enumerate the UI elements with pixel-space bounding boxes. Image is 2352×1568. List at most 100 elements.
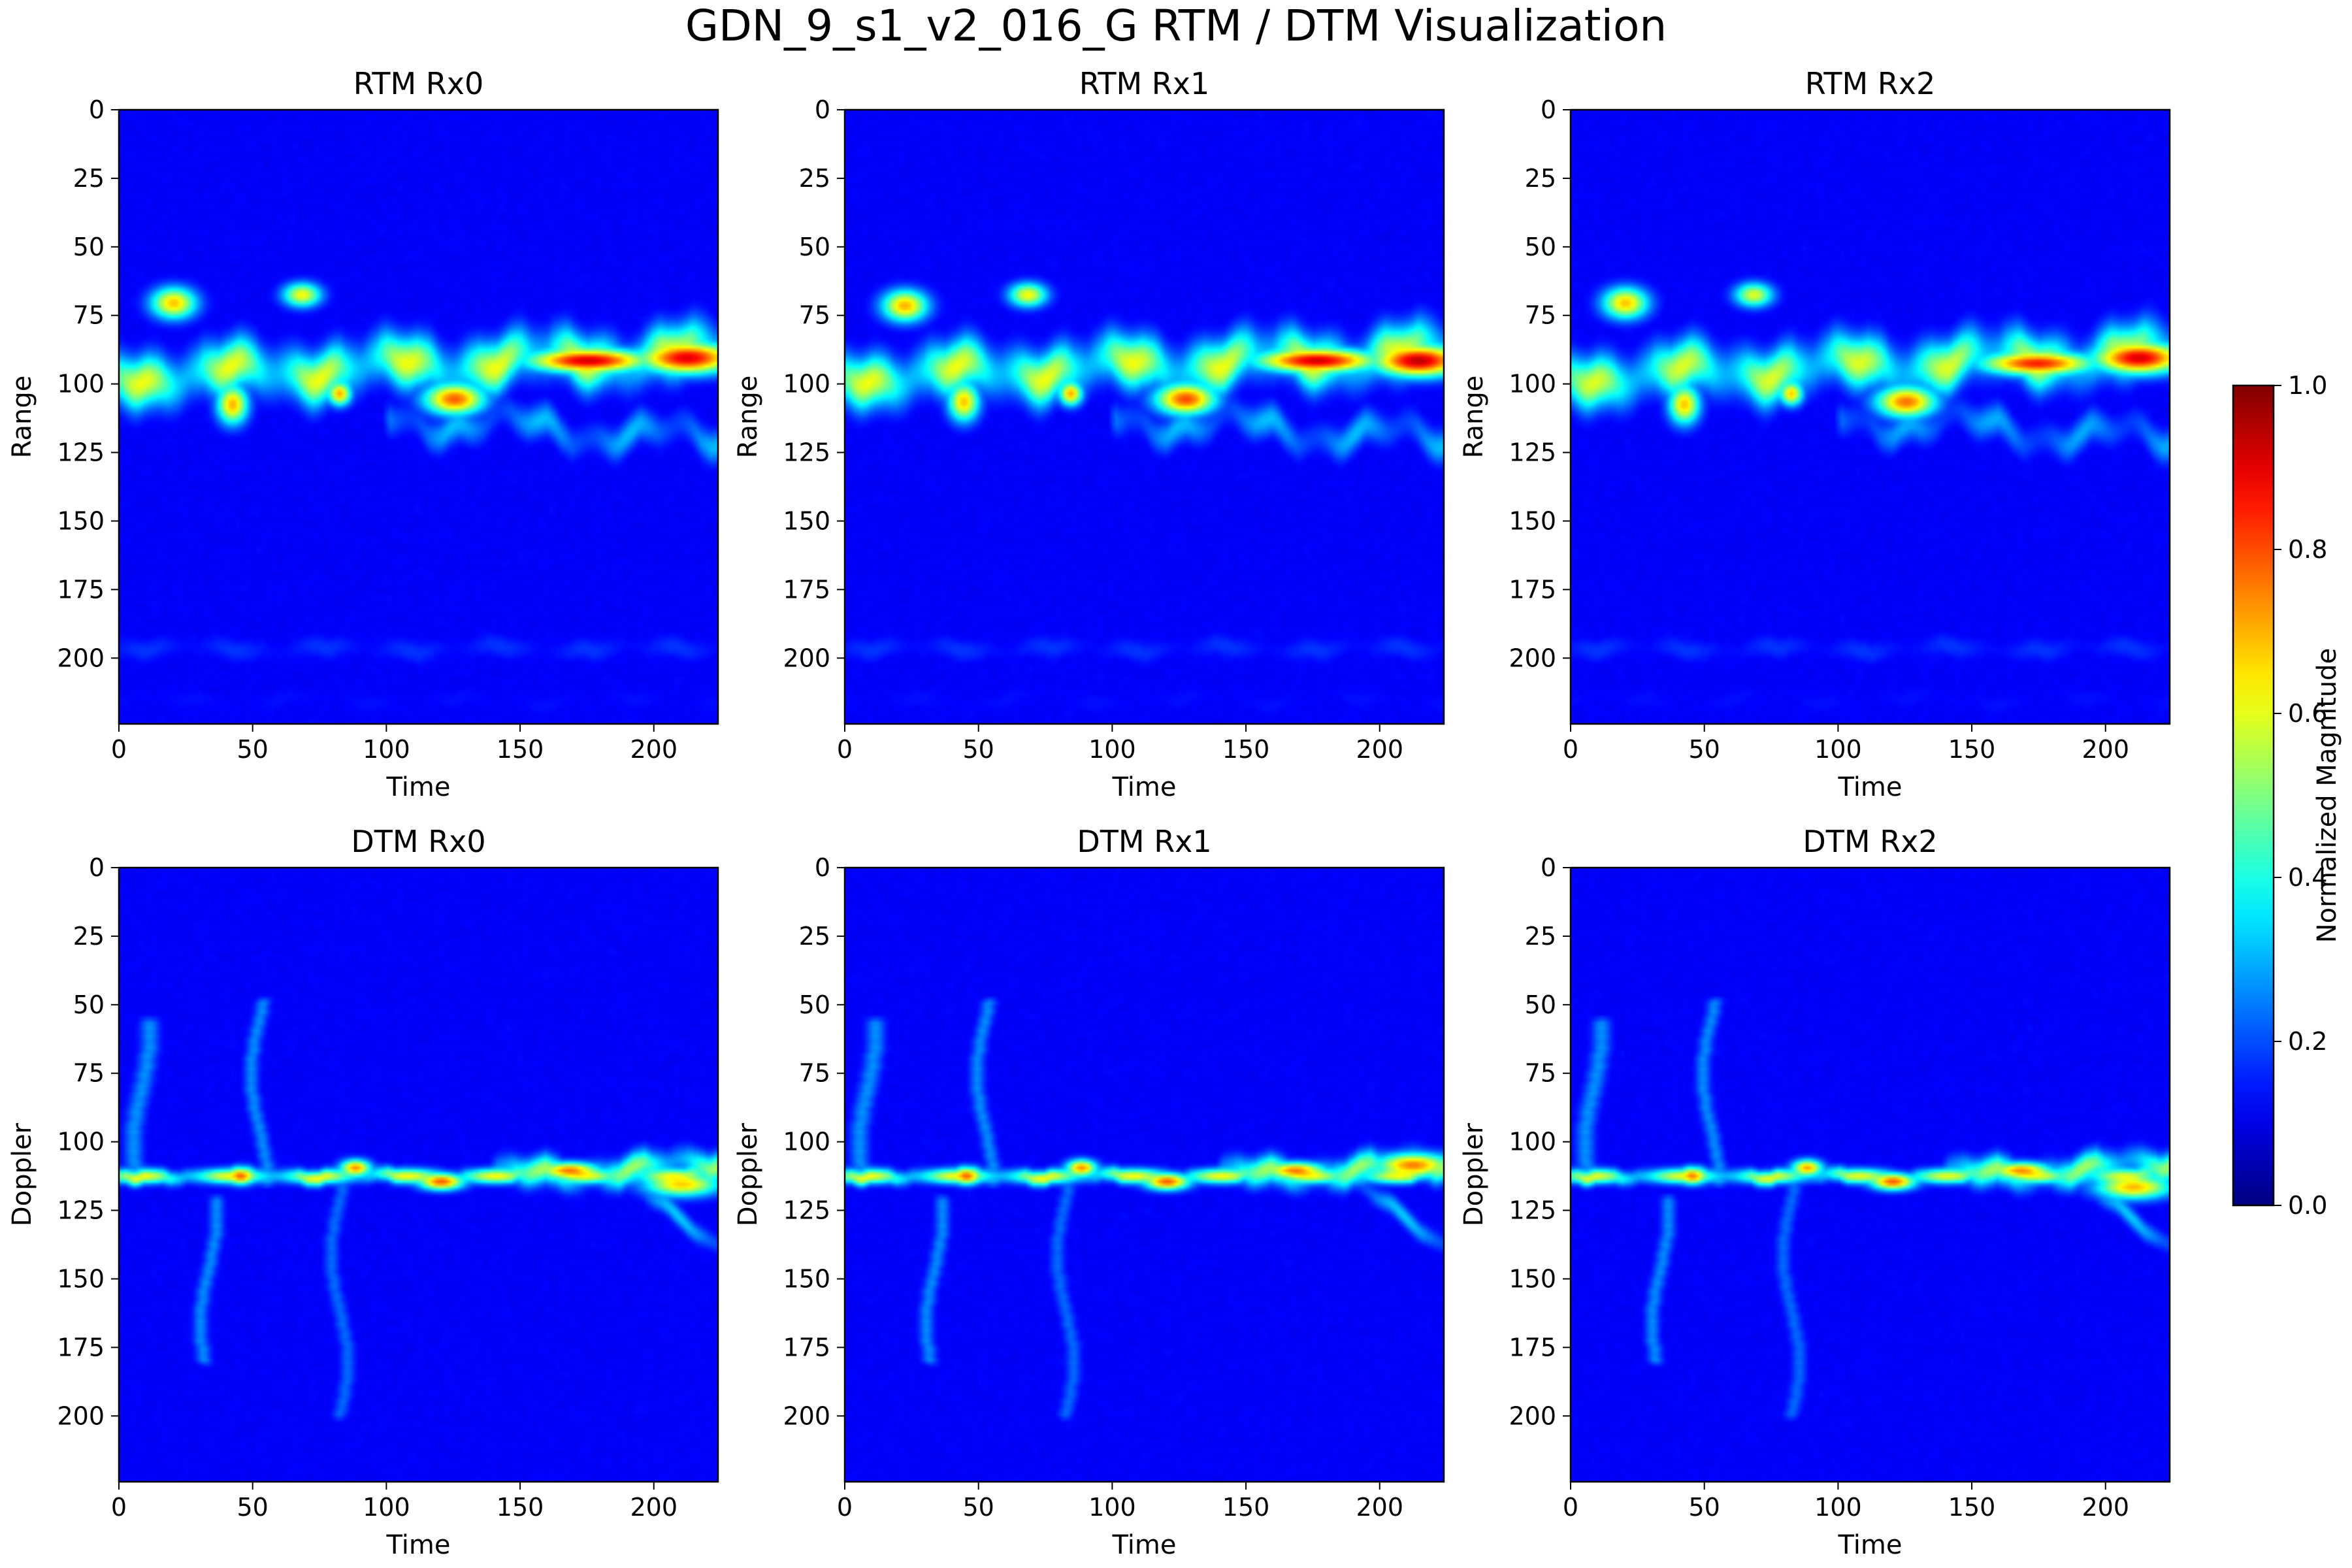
heatmap-image [1571,868,2170,1482]
y-axis-label: Doppler [733,1122,763,1226]
y-tick-label: 200 [783,1401,830,1430]
y-tick-label: 75 [1525,301,1556,330]
colorbar-tick-label: 0.6 [2288,699,2327,728]
x-tick-label: 50 [1689,1493,1720,1522]
colorbar-tick-label: 0.4 [2288,863,2327,892]
plot-frame [118,866,719,1483]
y-tick-label: 100 [783,370,830,399]
panel-title: DTM Rx0 [351,824,485,859]
panel-rtm-rx2: RTM Rx2 0 50 100 150 200 0 25 50 75 100 125 150 175 20… [1459,66,2171,802]
y-tick-label: 200 [57,1401,105,1430]
y-tick-label: 125 [1509,1196,1556,1225]
y-tick-label: 25 [799,164,830,193]
colorbar-tick-label: 0.2 [2288,1027,2327,1056]
y-tick-label: 75 [1525,1059,1556,1088]
heatmap-image [845,868,1444,1482]
x-tick-label: 0 [111,1493,127,1522]
y-tick-label: 25 [799,922,830,951]
y-tick-label: 175 [57,575,105,604]
x-tick-label: 100 [363,1493,410,1522]
y-tick-label: 175 [57,1333,105,1362]
heatmap-image [1571,110,2170,724]
y-axis-label: Range [7,376,37,459]
y-tick-label: 125 [57,438,105,467]
panel-rtm-rx0: RTM Rx0 0 50 100 150 200 0 25 50 75 100 125 150 175 20… [7,66,719,802]
x-tick-label: 100 [363,735,410,764]
y-tick-label: 100 [57,370,105,399]
panel-title: DTM Rx1 [1077,824,1211,859]
y-tick-label: 100 [783,1128,830,1156]
colorbar-label: Normalized Magnitude [2312,648,2342,943]
x-tick-label: 50 [237,735,269,764]
y-tick-label: 150 [57,506,105,535]
y-tick-label: 125 [1509,438,1556,467]
x-tick-label: 200 [1356,1493,1403,1522]
y-tick-label: 50 [799,233,830,261]
y-tick-label: 175 [1509,575,1556,604]
y-tick-label: 0 [1541,853,1556,882]
y-tick-label: 150 [783,1264,830,1293]
x-tick-label: 150 [497,1493,544,1522]
x-tick-label: 200 [2082,735,2129,764]
x-tick-label: 150 [1222,1493,1270,1522]
colorbar-gradient [2232,384,2275,1207]
plot-frame [843,866,1445,1483]
x-tick-label: 0 [1563,735,1578,764]
y-tick-label: 150 [1509,506,1556,535]
x-axis-label: Time [386,772,451,802]
y-tick-label: 75 [799,301,830,330]
y-tick-label: 50 [1525,233,1556,261]
x-tick-label: 200 [1356,735,1403,764]
x-tick-label: 100 [1814,1493,1862,1522]
heatmap-image [119,868,718,1482]
y-tick-label: 175 [783,575,830,604]
y-tick-label: 25 [73,922,105,951]
panels: RTM Rx0 0 50 100 150 200 0 25 50 75 100 125 150 175 20… [7,66,2171,1560]
x-tick-label: 0 [837,1493,853,1522]
panel-dtm-rx0: DTM Rx0 0 50 100 150 200 0 25 50 75 100 125 150 175 20… [7,824,719,1560]
y-tick-label: 125 [783,1196,830,1225]
y-tick-label: 150 [1509,1264,1556,1293]
y-axis-label: Doppler [7,1122,37,1226]
x-tick-label: 0 [1563,1493,1578,1522]
y-tick-label: 200 [783,644,830,672]
y-tick-label: 100 [1509,1128,1556,1156]
x-tick-label: 150 [1948,1493,1996,1522]
y-tick-label: 175 [783,1333,830,1362]
x-tick-label: 100 [1088,1493,1136,1522]
y-tick-label: 125 [57,1196,105,1225]
y-tick-label: 25 [1525,164,1556,193]
y-tick-label: 0 [1541,95,1556,124]
panel-title: DTM Rx2 [1803,824,1937,859]
x-tick-label: 0 [837,735,853,764]
y-tick-label: 25 [1525,922,1556,951]
y-tick-label: 175 [1509,1333,1556,1362]
y-tick-label: 50 [73,233,105,261]
x-tick-label: 100 [1088,735,1136,764]
heatmap-image [119,110,718,724]
y-tick-label: 0 [815,95,830,124]
y-tick-label: 150 [57,1264,105,1293]
panel-title: RTM Rx0 [353,66,483,101]
colorbar-tick-label: 0.8 [2288,535,2327,564]
y-tick-label: 75 [73,1059,105,1088]
panel-title: RTM Rx1 [1079,66,1209,101]
y-tick-label: 50 [799,990,830,1019]
y-tick-label: 0 [89,95,105,124]
x-tick-label: 200 [2082,1493,2129,1522]
y-tick-label: 125 [783,438,830,467]
x-axis-label: Time [1112,772,1177,802]
heatmap-image [845,110,1444,724]
plot-frame [1569,866,2171,1483]
y-tick-label: 200 [1509,1401,1556,1430]
x-tick-label: 150 [1948,735,1996,764]
x-axis-label: Time [1838,1530,1903,1560]
colorbar-tick-label: 1.0 [2288,371,2327,400]
x-tick-label: 150 [497,735,544,764]
y-tick-label: 75 [799,1059,830,1088]
colorbar: 0.0 0.2 0.4 0.6 0.8 1.0 Normalized Magnitude [2232,371,2342,1220]
plot-frame [1569,108,2171,725]
x-tick-label: 50 [1689,735,1720,764]
y-tick-label: 100 [1509,370,1556,399]
